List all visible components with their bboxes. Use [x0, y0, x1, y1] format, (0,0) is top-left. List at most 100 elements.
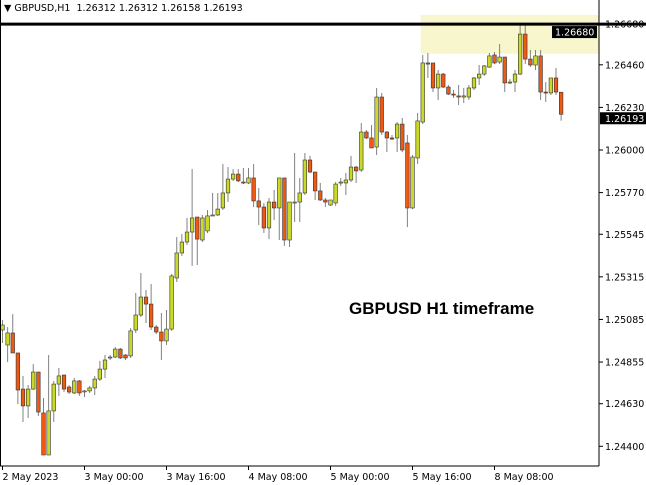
candle[interactable]: [246, 167, 251, 185]
candle[interactable]: [389, 135, 395, 140]
candle[interactable]: [410, 155, 415, 210]
candle[interactable]: [128, 327, 133, 358]
candle[interactable]: [92, 375, 97, 395]
candle[interactable]: [313, 171, 318, 200]
candle[interactable]: [502, 56, 507, 93]
candle[interactable]: [138, 272, 143, 318]
candle[interactable]: [287, 201, 292, 248]
candle[interactable]: [395, 122, 400, 153]
candle[interactable]: [205, 210, 210, 233]
candle[interactable]: [256, 187, 261, 225]
candle[interactable]: [507, 79, 512, 85]
candle[interactable]: [41, 397, 46, 456]
candle[interactable]: [46, 355, 51, 456]
candle[interactable]: [430, 62, 436, 93]
candle[interactable]: [497, 44, 502, 65]
candle[interactable]: [200, 215, 205, 243]
candle[interactable]: [343, 172, 348, 195]
candle[interactable]: [446, 85, 451, 95]
candle[interactable]: [328, 199, 333, 206]
candle[interactable]: [5, 327, 10, 363]
candle[interactable]: [67, 385, 72, 395]
candle[interactable]: [174, 237, 179, 283]
candle[interactable]: [87, 385, 92, 393]
candle[interactable]: [10, 314, 15, 354]
candle[interactable]: [164, 310, 169, 345]
candle[interactable]: [559, 91, 564, 121]
candle[interactable]: [210, 192, 215, 217]
candle[interactable]: [282, 177, 287, 246]
candle[interactable]: [543, 82, 548, 103]
candle[interactable]: [220, 164, 225, 210]
candle[interactable]: [0, 320, 5, 343]
candle[interactable]: [518, 25, 523, 75]
candle[interactable]: [277, 177, 282, 240]
candle[interactable]: [143, 290, 149, 323]
candle[interactable]: [482, 65, 487, 76]
candle[interactable]: [369, 125, 374, 149]
triangle-down-icon[interactable]: ▼: [4, 3, 12, 14]
candle[interactable]: [36, 371, 41, 416]
candle[interactable]: [451, 90, 456, 98]
candle[interactable]: [307, 155, 313, 173]
candle[interactable]: [528, 50, 533, 68]
candle[interactable]: [195, 216, 200, 265]
candle[interactable]: [548, 77, 553, 95]
candle[interactable]: [31, 364, 36, 390]
candle[interactable]: [102, 355, 108, 378]
candle[interactable]: [297, 177, 302, 223]
candle[interactable]: [149, 284, 154, 330]
candle[interactable]: [420, 55, 425, 125]
candle[interactable]: [512, 70, 518, 93]
candle[interactable]: [384, 130, 389, 153]
candle[interactable]: [466, 85, 471, 100]
candle[interactable]: [441, 72, 446, 88]
candle[interactable]: [26, 385, 31, 418]
candle[interactable]: [251, 164, 256, 208]
candle[interactable]: [333, 182, 338, 206]
candle[interactable]: [323, 197, 328, 208]
candle[interactable]: [108, 355, 113, 360]
candle[interactable]: [415, 112, 420, 165]
candle[interactable]: [179, 234, 184, 256]
candle[interactable]: [169, 274, 174, 331]
candle[interactable]: [56, 367, 61, 396]
candle[interactable]: [400, 117, 405, 153]
candle[interactable]: [477, 65, 482, 85]
candle[interactable]: [231, 169, 236, 181]
candle[interactable]: [461, 87, 466, 103]
candle[interactable]: [379, 92, 384, 135]
candle[interactable]: [471, 77, 477, 90]
candle[interactable]: [338, 177, 343, 186]
candle[interactable]: [118, 347, 123, 360]
candle[interactable]: [123, 354, 128, 360]
candle[interactable]: [374, 87, 379, 155]
candle[interactable]: [261, 202, 266, 233]
candle[interactable]: [354, 165, 359, 183]
candle[interactable]: [215, 192, 220, 216]
candle[interactable]: [159, 312, 164, 360]
candle[interactable]: [113, 347, 118, 358]
candle[interactable]: [184, 217, 190, 245]
candle[interactable]: [266, 197, 272, 240]
candle[interactable]: [292, 152, 297, 223]
candle[interactable]: [359, 122, 364, 173]
candle[interactable]: [533, 50, 538, 70]
candle[interactable]: [436, 70, 441, 100]
candle[interactable]: [405, 135, 410, 228]
candle[interactable]: [456, 85, 461, 105]
candle[interactable]: [241, 167, 246, 185]
candle[interactable]: [523, 25, 528, 65]
candle[interactable]: [154, 325, 159, 335]
candle[interactable]: [425, 52, 430, 78]
candle[interactable]: [77, 380, 82, 396]
candle[interactable]: [133, 292, 138, 333]
candle[interactable]: [272, 190, 277, 220]
candle[interactable]: [97, 360, 102, 381]
candle[interactable]: [61, 374, 67, 393]
candle[interactable]: [492, 52, 497, 65]
candle[interactable]: [20, 375, 26, 423]
candle[interactable]: [487, 52, 492, 68]
candle[interactable]: [51, 380, 56, 423]
